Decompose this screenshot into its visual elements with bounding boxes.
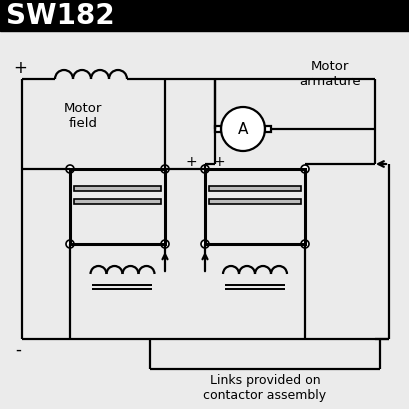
- Circle shape: [161, 166, 169, 173]
- Text: SW182: SW182: [6, 2, 115, 30]
- Text: -: -: [15, 340, 21, 358]
- Text: Motor
field: Motor field: [64, 102, 102, 130]
- Bar: [74, 200, 161, 204]
- Bar: [209, 200, 300, 204]
- Bar: [0, 0, 409, 32]
- Text: +: +: [213, 155, 224, 169]
- Circle shape: [200, 240, 209, 248]
- Bar: [214, 127, 220, 133]
- Circle shape: [161, 240, 169, 248]
- Circle shape: [66, 166, 74, 173]
- Circle shape: [200, 166, 209, 173]
- Bar: [209, 187, 300, 191]
- Bar: [204, 170, 304, 245]
- Text: A: A: [237, 122, 247, 137]
- Circle shape: [300, 166, 308, 173]
- Text: Links provided on
contactor assembly: Links provided on contactor assembly: [203, 373, 326, 401]
- Text: Motor
armature: Motor armature: [299, 60, 360, 88]
- Circle shape: [66, 240, 74, 248]
- Circle shape: [220, 108, 264, 152]
- Text: +: +: [13, 59, 27, 77]
- Bar: [74, 187, 161, 191]
- Bar: [70, 170, 164, 245]
- Bar: [264, 127, 270, 133]
- Text: +: +: [185, 155, 196, 169]
- Circle shape: [300, 240, 308, 248]
